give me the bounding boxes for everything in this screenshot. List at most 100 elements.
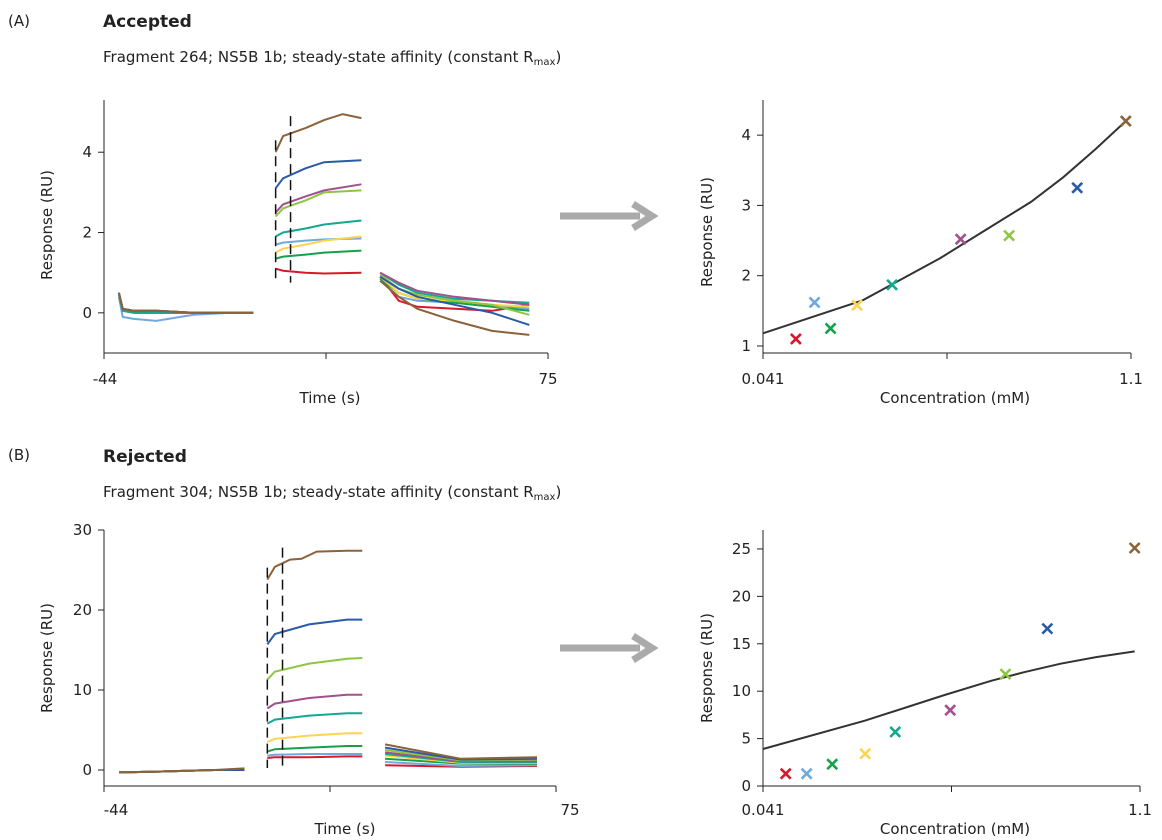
sensorgram-b-series-line — [385, 761, 538, 768]
affinity-a-point-stroke — [851, 299, 863, 312]
sensorgram-a-series-line — [379, 271, 530, 306]
sensorgram-a-y-tick-label: 2 — [82, 224, 92, 242]
affinity-b-point-stroke — [779, 767, 792, 780]
affinity-b-point — [800, 767, 813, 780]
affinity-a-point — [851, 299, 863, 312]
affinity-b-point-stroke — [889, 726, 902, 738]
sensorgram-b-series-line — [266, 745, 363, 753]
affinity-b-point — [1128, 542, 1141, 554]
panel-b-tag: (B) — [8, 446, 30, 464]
affinity-b-xtick-max: 1.1 — [1128, 801, 1152, 819]
affinity-a-point-stroke — [789, 333, 802, 345]
sensorgram-a-series-line — [275, 235, 362, 254]
affinity-a-point-stroke — [1119, 115, 1132, 128]
affinity-b-point — [859, 747, 872, 760]
sensorgram-a-series-line — [275, 267, 362, 275]
sensorgram-b-series-line — [119, 767, 245, 774]
arrow-a — [560, 201, 659, 231]
sensorgram-b-series-line — [267, 753, 363, 757]
sensorgram-b-series-line — [266, 618, 363, 645]
affinity-a-ylabel: Response (RU) — [698, 177, 716, 287]
panel-a-subtitle: Fragment 264; NS5B 1b; steady-state affi… — [103, 48, 561, 68]
affinity-b-point-stroke — [826, 758, 839, 771]
sensorgram-a-series-line — [275, 219, 362, 238]
affinity-a-point-stroke — [1003, 229, 1016, 242]
affinity-b-point-stroke — [859, 747, 872, 760]
sensorgram-a-series-line — [117, 292, 254, 314]
affinity-a-y-tick-label: 4 — [741, 126, 751, 144]
affinity-a-xtick-max: 1.1 — [1119, 370, 1143, 388]
affinity-a-point-stroke — [1071, 181, 1084, 194]
sensorgram-a-series-line — [379, 275, 530, 326]
sensorgram-a-series-line — [117, 296, 254, 322]
sensorgram-a-series-line — [274, 113, 362, 153]
affinity-b-point — [999, 668, 1012, 681]
affinity-a-point-stroke — [824, 322, 837, 335]
affinity-b-fit-curve — [762, 650, 1135, 750]
affinity-a-point-stroke — [886, 278, 899, 291]
panel-b-status: Rejected — [103, 447, 187, 467]
affinity-b-point — [779, 767, 792, 780]
affinity-a-point — [954, 233, 967, 246]
affinity-b-xlabel: Concentration (mM) — [880, 820, 1030, 838]
affinity-b-point-stroke — [1128, 542, 1141, 554]
sensorgram-a-y-tick-label: 0 — [82, 304, 92, 322]
affinity-a: Response (RU) Concentration (mM) 0.041 1… — [698, 100, 1143, 407]
sensorgram-a-series-line — [274, 183, 362, 214]
affinity-a-xlabel: Concentration (mM) — [880, 389, 1030, 407]
affinity-b-y-tick-label: 10 — [732, 682, 751, 700]
sensorgram-b: Response (RU) Time (s) -44 75 0 10 20 30 — [38, 521, 580, 838]
affinity-b-xtick-min: 0.041 — [742, 801, 785, 819]
affinity-a-point — [824, 322, 837, 335]
sensorgram-b-xlabel: Time (s) — [314, 820, 376, 838]
sensorgram-a-series-line — [379, 276, 530, 312]
sensorgram-b-xtick-max: 75 — [560, 801, 579, 819]
affinity-a-y-tick-label: 1 — [741, 337, 751, 355]
affinity-b-point — [944, 704, 957, 717]
panel-b-subtitle-sub: max — [534, 492, 556, 503]
sensorgram-b-y-tick-label: 30 — [73, 521, 92, 539]
arrow-a-head — [631, 201, 659, 231]
sensorgram-b-series-line — [266, 712, 363, 725]
affinity-a-fit-curve — [762, 120, 1127, 335]
arrow-b — [560, 633, 659, 663]
sensorgram-a-y-tick-label: 4 — [82, 143, 92, 161]
affinity-b-y-tick-label: 20 — [732, 587, 751, 605]
sensorgram-b-series-line — [384, 743, 538, 760]
sensorgram-b-y-tick-label: 20 — [73, 601, 92, 619]
panel-a-status: Accepted — [103, 12, 192, 32]
affinity-a-point — [886, 278, 899, 291]
panel-b-subtitle-main: Fragment 304; NS5B 1b; steady-state affi… — [103, 483, 534, 501]
affinity-a-point — [789, 333, 802, 345]
affinity-b-y-tick-label: 0 — [741, 777, 751, 795]
sensorgram-a-ylabel: Response (RU) — [38, 170, 56, 280]
sensorgram-a-series-line — [274, 159, 362, 189]
sensorgram-b-series-line — [266, 549, 363, 581]
sensorgram-a-xtick-max: 75 — [538, 370, 557, 388]
sensorgram-b-y-tick-label: 0 — [82, 761, 92, 779]
affinity-a-point — [1119, 115, 1132, 128]
panel-a-subtitle-sub: max — [534, 57, 556, 68]
panel-a-tag: (A) — [8, 12, 30, 30]
affinity-b-y-tick-label: 5 — [741, 730, 751, 748]
affinity-b-point-stroke — [999, 668, 1012, 681]
sensorgram-b-series-line — [266, 693, 363, 710]
affinity-a-point — [1071, 181, 1084, 194]
panel-a-subtitle-main: Fragment 264; NS5B 1b; steady-state affi… — [103, 48, 534, 66]
panel-b-subtitle: Fragment 304; NS5B 1b; steady-state affi… — [103, 483, 561, 503]
sensorgram-b-ylabel: Response (RU) — [38, 603, 56, 713]
affinity-b-point — [889, 726, 902, 738]
affinity-a-point — [808, 296, 821, 309]
affinity-a-y-tick-label: 2 — [741, 267, 751, 285]
panel-b-subtitle-end: ) — [555, 483, 561, 501]
affinity-a-y-tick-label: 3 — [741, 196, 751, 214]
arrow-b-head — [631, 633, 659, 663]
sensorgram-a-series-line — [379, 279, 530, 336]
sensorgram-b-series-line — [266, 657, 363, 681]
affinity-a-xtick-min: 0.041 — [742, 370, 785, 388]
affinity-a-point — [1003, 229, 1016, 242]
affinity-b-y-tick-label: 15 — [732, 635, 751, 653]
sensorgram-b-series-line — [266, 732, 363, 743]
affinity-a-point-stroke — [954, 233, 967, 246]
